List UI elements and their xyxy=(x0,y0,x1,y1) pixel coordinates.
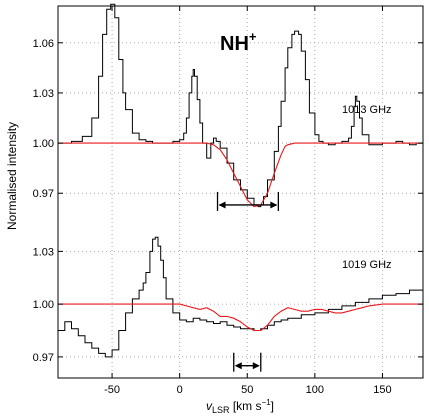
observed-spectrum-line xyxy=(58,3,423,208)
y-tick-label: 1.00 xyxy=(33,299,54,311)
species-base: NH xyxy=(220,33,249,55)
x-axis-title-unit-close: ] xyxy=(271,399,274,413)
species-title: NH+ xyxy=(220,29,257,55)
arrow-head-right xyxy=(252,362,260,370)
x-tick-label: 100 xyxy=(306,384,324,396)
y-tick-label: 1.06 xyxy=(33,38,54,50)
y-tick-label: 0.97 xyxy=(33,188,54,200)
y-tick-label: 1.03 xyxy=(33,246,54,258)
y-tick-label: 1.00 xyxy=(33,138,54,150)
panel-label-1019: 1019 GHz xyxy=(342,259,392,271)
arrow-head-left xyxy=(218,201,226,209)
panel-1019-ghz xyxy=(58,236,424,372)
panel-1013-ghz xyxy=(58,3,423,211)
x-tick-label: 0 xyxy=(177,384,183,396)
model-fit-line xyxy=(58,142,423,208)
axis-ticks: -50 0 50 100 150 0.97 1.00 1.03 1.06 0.97 1.00 1.03 xyxy=(33,6,423,396)
x-axis-title-unit-sup: −1 xyxy=(262,398,272,407)
x-axis-title: vLSR [km s−1] xyxy=(206,398,274,415)
y-tick-label: 1.03 xyxy=(33,88,54,100)
panel-label-1013: 1013 GHz xyxy=(342,104,392,116)
arrow-head-right xyxy=(270,201,278,209)
plot-frame xyxy=(57,5,424,379)
x-tick-label: 50 xyxy=(241,384,253,396)
x-axis-title-unit: [km s xyxy=(230,399,262,413)
x-tick-label: 150 xyxy=(373,384,391,396)
arrow-head-left xyxy=(234,362,242,370)
observed-spectrum-line xyxy=(58,236,424,358)
model-fit-line xyxy=(58,303,423,332)
x-axis-title-v: v xyxy=(206,399,213,413)
x-axis-title-sub: LSR xyxy=(212,405,230,415)
y-axis-title: Normalised intensity xyxy=(5,122,19,230)
x-tick-label: -50 xyxy=(104,384,120,396)
y-tick-label: 0.97 xyxy=(33,352,54,364)
species-superscript: + xyxy=(249,29,257,44)
